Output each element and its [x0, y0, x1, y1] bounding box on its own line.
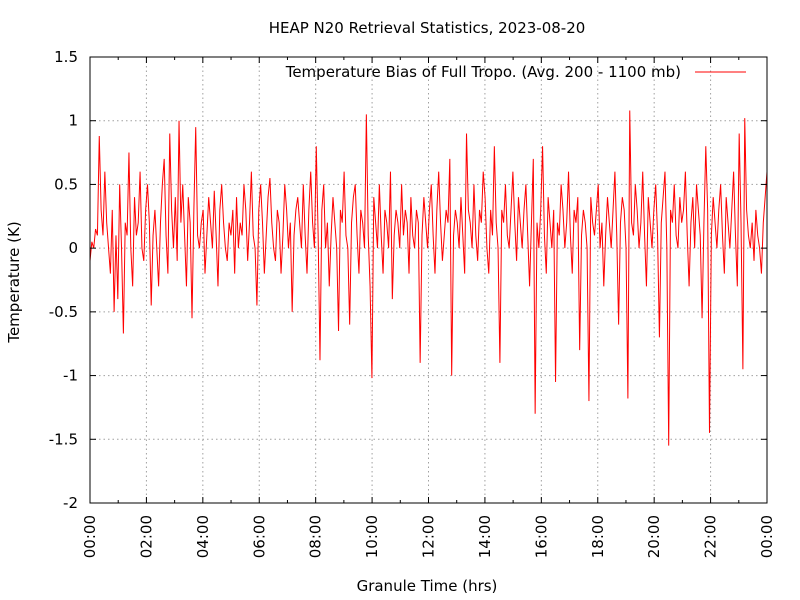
- y-tick-label: 1: [68, 112, 78, 130]
- ticks: [89, 56, 768, 504]
- y-tick-labels: 1.5 1 0.5 0 -0.5 -1 -1.5 -2: [49, 48, 78, 512]
- x-tick-label: 02:00: [137, 515, 155, 558]
- x-tick-label: 20:00: [645, 515, 663, 558]
- legend-label: Temperature Bias of Full Tropo. (Avg. 20…: [285, 63, 681, 81]
- x-tick-label: 08:00: [307, 515, 325, 558]
- y-tick-label: 1.5: [54, 48, 78, 66]
- x-tick-label: 04:00: [194, 515, 212, 558]
- series-line: [89, 110, 768, 446]
- x-tick-label: 00:00: [758, 515, 776, 558]
- x-axis-label: Granule Time (hrs): [357, 577, 498, 595]
- y-tick-label: -0.5: [49, 303, 78, 321]
- x-tick-label: 00:00: [81, 515, 99, 558]
- x-tick-label: 18:00: [589, 515, 607, 558]
- series-layer: [89, 110, 768, 446]
- y-tick-label: -1: [63, 367, 78, 385]
- x-tick-labels: 00:00 02:00 04:00 06:00 08:00 10:00 12:00 14:00…: [81, 515, 776, 558]
- chart-title: HEAP N20 Retrieval Statistics, 2023-08-2…: [269, 19, 586, 37]
- y-axis-label: Temperature (K): [5, 221, 23, 343]
- grid: [90, 57, 767, 503]
- y-tick-label: -1.5: [49, 430, 78, 448]
- x-tick-label: 14:00: [476, 515, 494, 558]
- y-tick-label: -2: [63, 494, 78, 512]
- y-tick-label: 0: [68, 239, 78, 257]
- x-tick-label: 12:00: [420, 515, 438, 558]
- legend: Temperature Bias of Full Tropo. (Avg. 20…: [285, 63, 746, 81]
- x-tick-label: 10:00: [363, 515, 381, 558]
- x-tick-label: 06:00: [250, 515, 268, 558]
- x-tick-label: 16:00: [532, 515, 550, 558]
- x-tick-label: 22:00: [702, 515, 720, 558]
- y-tick-label: 0.5: [54, 175, 78, 193]
